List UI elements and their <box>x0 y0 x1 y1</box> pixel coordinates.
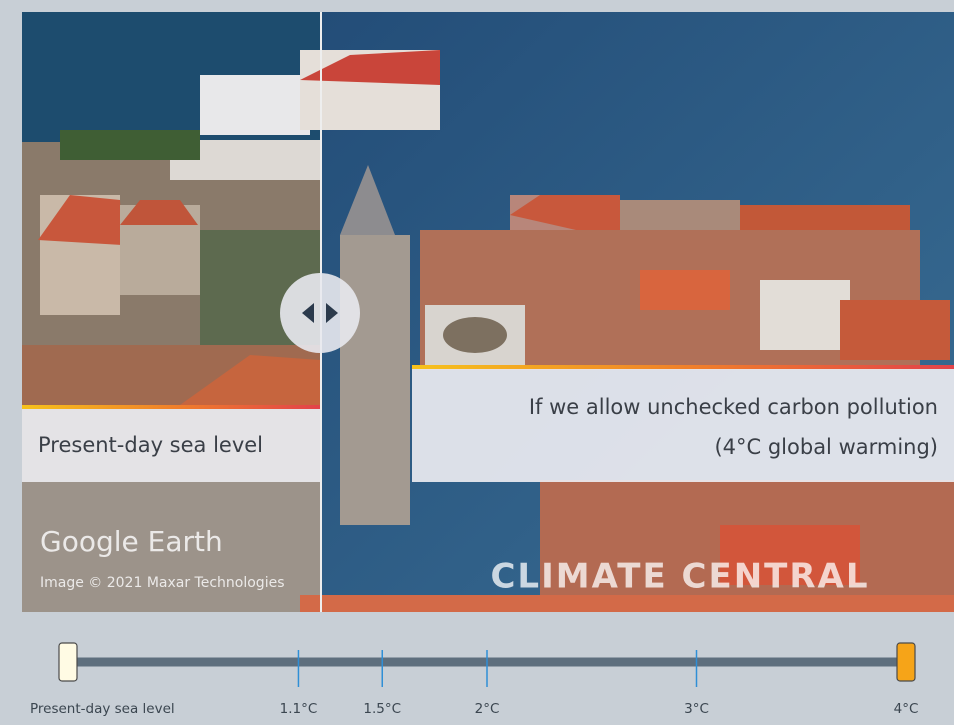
brand-watermark: CLIMATE CENTRAL <box>490 557 869 597</box>
google-watermark: Google Earth <box>40 525 223 558</box>
slider-handle[interactable] <box>59 643 77 681</box>
left-caption: Present-day sea level <box>22 405 320 482</box>
tick-label[interactable]: 2°C <box>475 701 500 717</box>
image-credit: Image © 2021 Maxar Technologies <box>40 575 285 591</box>
right-label: (4°C global warming) <box>714 435 938 459</box>
caption-stripe <box>22 405 320 409</box>
left-label: Present-day sea level <box>38 433 263 457</box>
compare-handle[interactable] <box>280 273 360 353</box>
tick-label[interactable]: Present-day sea level <box>30 701 175 717</box>
tick-label[interactable]: 3°C <box>684 701 709 717</box>
tick-label[interactable]: 1.1°C <box>280 701 318 717</box>
handle-circle[interactable] <box>280 273 360 353</box>
slider-handle[interactable] <box>897 643 915 681</box>
right-label: If we allow unchecked carbon pollution <box>529 395 938 419</box>
tick-label[interactable]: 4°C <box>894 701 919 717</box>
right-caption: If we allow unchecked carbon pollution (… <box>412 365 954 482</box>
caption-stripe <box>412 365 954 369</box>
aerial-image <box>22 12 954 612</box>
caption-box <box>412 365 954 482</box>
tick-label[interactable]: 1.5°C <box>363 701 401 717</box>
sea-level-viewer: Google Earth Image © 2021 Maxar Technolo… <box>0 0 954 725</box>
